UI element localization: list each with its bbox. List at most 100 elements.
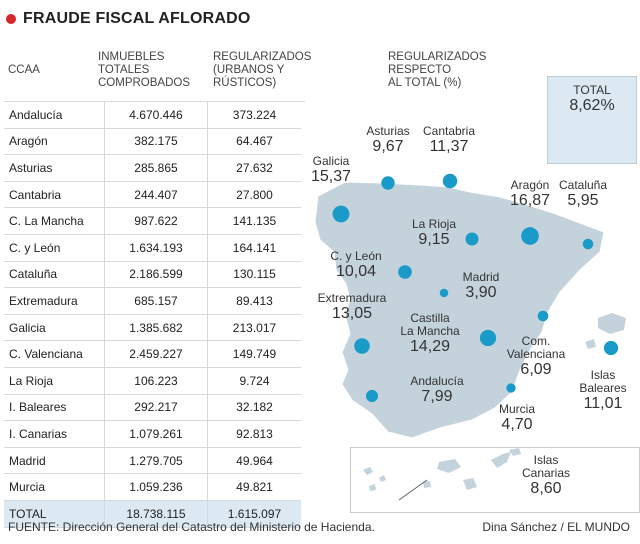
region-label-value: 11,01 — [583, 395, 623, 412]
regularizados-value: 64.467 — [207, 128, 301, 156]
region-label: Galicia 15,37 — [311, 155, 351, 186]
total-label: TOTAL — [573, 83, 611, 97]
regularizados-value: 32.182 — [207, 394, 301, 422]
table-row: C. y León 1.634.193 164.141 — [4, 234, 301, 262]
region-label: Andalucía 7,99 — [410, 375, 463, 406]
region-label-name: Andalucía — [410, 374, 464, 388]
bubble-madrid — [439, 288, 449, 298]
canarias-inset — [350, 447, 640, 513]
table-row: Extremadura 685.157 89.413 — [4, 287, 301, 315]
bubble-asturias — [381, 176, 395, 190]
region-label-value: 4,70 — [501, 416, 533, 433]
region-name: Galicia — [4, 314, 105, 342]
region-name: Andalucía — [4, 102, 105, 129]
region-label-value: 14,29 — [409, 338, 451, 355]
region-name: I. Baleares — [4, 394, 105, 422]
baleares-shape-2 — [585, 339, 596, 349]
region-label: Cantabria 11,37 — [423, 125, 475, 156]
region-label-value: 7,99 — [421, 388, 453, 405]
regularizados-value: 27.800 — [207, 181, 301, 209]
region-label: Murcia 4,70 — [499, 403, 535, 434]
canary-island-shape — [491, 452, 511, 468]
inmuebles-value: 1.059.236 — [104, 473, 208, 501]
region-label: Islas Baleares 11,01 — [579, 369, 626, 413]
bubble-com-valenciana — [537, 310, 549, 322]
region-label-value: 9,15 — [418, 231, 450, 248]
region-label-value: 16,87 — [509, 192, 551, 209]
source-note: FUENTE: Dirección General del Catastro d… — [8, 520, 375, 534]
inmuebles-value: 285.865 — [104, 154, 208, 182]
inmuebles-value: 1.079.261 — [104, 420, 208, 448]
regularizados-value: 130.115 — [207, 261, 301, 289]
region-label: Extremadura 13,05 — [318, 292, 387, 323]
bubble-cantabria — [442, 173, 458, 189]
region-label-value: 10,04 — [335, 263, 377, 280]
bubble-c-y-le-n — [398, 265, 412, 279]
table-row: Cantabria 244.407 27.800 — [4, 181, 301, 209]
region-label-value: 3,90 — [465, 284, 497, 301]
header-regularizados: REGULARIZADOS (URBANOS Y RÚSTICOS) — [213, 51, 312, 89]
total-box: TOTAL 8,62% — [547, 76, 637, 164]
inmuebles-value: 685.157 — [104, 287, 208, 315]
bubble-castilla-la-mancha — [479, 329, 497, 347]
region-label: Islas Canarias 8,60 — [522, 454, 570, 498]
inset-divider-line — [398, 479, 428, 501]
region-label-name: Galicia — [312, 154, 350, 168]
bubble-catalu-a — [582, 238, 594, 250]
bubble-murcia — [506, 383, 516, 393]
title-row: FRAUDE FISCAL AFLORADO — [6, 8, 251, 30]
inmuebles-value: 1.279.705 — [104, 447, 208, 475]
inmuebles-value: 987.622 — [104, 207, 208, 235]
region-name: Madrid — [4, 447, 105, 475]
region-name: Extremadura — [4, 287, 105, 315]
table-row: Murcia 1.059.236 49.821 — [4, 473, 301, 501]
regularizados-value: 149.749 — [207, 340, 301, 368]
inmuebles-value: 1.634.193 — [104, 234, 208, 262]
bubble-arag-n — [521, 227, 539, 245]
baleares-shape — [598, 313, 626, 334]
region-label: Castilla La Mancha 14,29 — [400, 312, 459, 356]
region-name: Cantabria — [4, 181, 105, 209]
table-top-rule — [4, 101, 305, 102]
table-row: Aragón 382.175 64.467 — [4, 128, 301, 156]
canarias-svg — [363, 448, 521, 501]
bubble-andaluc-a — [365, 389, 379, 403]
table-row: C. Valenciana 2.459.227 149.749 — [4, 340, 301, 368]
inmuebles-value: 2.459.227 — [104, 340, 208, 368]
region-label-name: Islas Baleares — [579, 368, 627, 395]
inmuebles-value: 4.670.446 — [104, 102, 208, 129]
region-label-value: 8,60 — [530, 480, 562, 497]
total-inmuebles-value: 18.738.115 — [104, 500, 208, 528]
canary-island-shape — [369, 484, 376, 491]
regularizados-value: 92.813 — [207, 420, 301, 448]
canary-island-shape — [509, 448, 521, 456]
region-name: C. Valenciana — [4, 340, 105, 368]
region-name: C. La Mancha — [4, 207, 105, 235]
table-row: Asturias 285.865 27.632 — [4, 154, 301, 182]
table-row: Andalucía 4.670.446 373.224 — [4, 102, 301, 129]
inmuebles-value: 1.385.682 — [104, 314, 208, 342]
region-label: La Rioja 9,15 — [412, 218, 456, 249]
title-bullet-icon — [6, 14, 16, 24]
region-label-value: 9,67 — [372, 138, 404, 155]
regularizados-value: 89.413 — [207, 287, 301, 315]
region-label: C. y León 10,04 — [330, 250, 381, 281]
table-row: Cataluña 2.186.599 130.115 — [4, 261, 301, 289]
region-label: Madrid 3,90 — [463, 271, 500, 302]
region-name: Murcia — [4, 473, 105, 501]
bubble-extremadura — [354, 338, 370, 354]
bubble-la-rioja — [465, 232, 479, 246]
inmuebles-value: 2.186.599 — [104, 261, 208, 289]
region-label-name: Castilla La Mancha — [400, 311, 460, 338]
table-row: La Rioja 106.223 9.724 — [4, 367, 301, 395]
table-row: Galicia 1.385.682 213.017 — [4, 314, 301, 342]
region-label-name: Cataluña — [558, 178, 608, 192]
table-row: I. Canarias 1.079.261 92.813 — [4, 420, 301, 448]
region-label-value: 5,95 — [567, 192, 599, 209]
region-label: Cataluña 5,95 — [559, 179, 607, 210]
region-name: I. Canarias — [4, 420, 105, 448]
region-label-name: C. y León — [330, 249, 382, 263]
regularizados-value: 141.135 — [207, 207, 301, 235]
inmuebles-value: 292.217 — [104, 394, 208, 422]
header-ccaa: CCAA — [8, 64, 40, 76]
